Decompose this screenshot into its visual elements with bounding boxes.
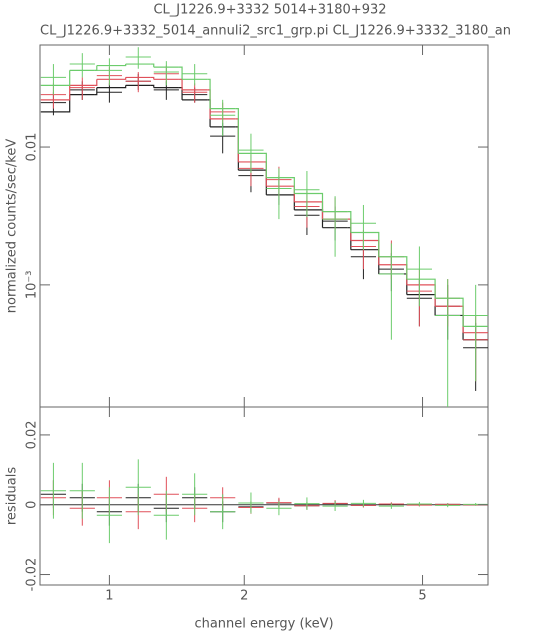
y-tick-label: 0.01 — [25, 133, 40, 162]
x-tick-label: 1 — [105, 589, 113, 604]
x-tick-label: 2 — [240, 589, 248, 604]
model-riser — [319, 192, 324, 212]
model-riser — [121, 85, 127, 89]
model-riser — [94, 65, 98, 71]
model-riser — [431, 278, 436, 299]
model-riser — [291, 177, 295, 194]
model-riser — [263, 152, 267, 178]
y-axis-label: normalized counts/sec/keV — [5, 139, 20, 314]
chart-subtitle: CL_J1226.9+3332_5014_annuli2_src1_grp.pi… — [40, 24, 511, 39]
model-riser — [347, 211, 352, 233]
model-riser — [376, 231, 380, 257]
model-riser — [460, 297, 464, 327]
model-riser — [94, 87, 98, 96]
model-riser — [178, 78, 183, 90]
x-axis-label: channel energy (keV) — [194, 617, 333, 632]
y-tick-label: 0.02 — [25, 420, 40, 449]
model-riser — [121, 64, 127, 67]
y-tick-label: 10⁻³ — [25, 271, 40, 300]
x-tick-label: 5 — [418, 589, 426, 604]
model-riser — [207, 78, 211, 109]
model-riser — [150, 76, 155, 80]
top-frame — [39, 44, 489, 408]
y-tick-label: -0.02 — [25, 558, 40, 592]
residual-plot — [40, 459, 488, 544]
spectrum-plot — [40, 47, 488, 407]
model-riser — [403, 256, 408, 280]
model-riser — [94, 79, 98, 87]
y-tick-label: 0 — [25, 501, 40, 509]
model-riser — [66, 70, 71, 87]
model-riser — [178, 66, 183, 80]
model-riser — [150, 84, 155, 88]
model-riser — [66, 85, 71, 101]
model-riser — [121, 77, 127, 80]
model-riser — [150, 63, 155, 68]
chart-title: CL_J1226.9+3332 5014+3180+932 — [153, 3, 386, 18]
bottom-frame — [39, 406, 489, 586]
model-riser — [235, 108, 239, 154]
y-axis-label: residuals — [5, 467, 20, 526]
